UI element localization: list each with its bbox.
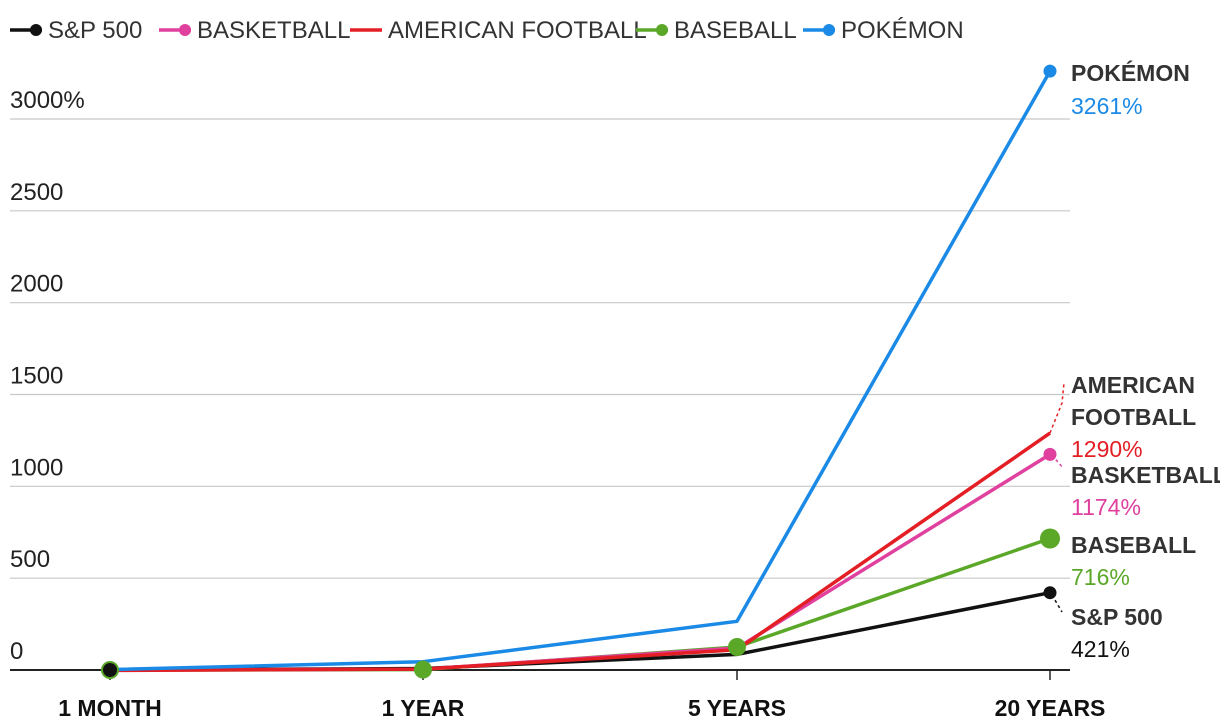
legend-label-pokemon: POKÉMON — [841, 17, 964, 44]
end-label-name-baseball: BASEBALL — [1071, 532, 1196, 558]
y-axis-ticks: 0 500 1000 1500 2000 2500 3000% — [10, 87, 85, 665]
series-line-pokemon — [109, 70, 1052, 672]
legend-label-sp500: S&P 500 — [48, 17, 142, 44]
legend-label-baseball: BASEBALL — [674, 17, 797, 44]
x-tick-label: 1 YEAR — [382, 695, 465, 721]
legend-label-basketball: BASKETBALL — [197, 17, 350, 44]
end-label-name-football: AMERICAN — [1071, 372, 1195, 398]
end-label-value-football: 1290% — [1071, 436, 1143, 462]
series-markers — [101, 64, 1060, 679]
end-label-value-basketball: 1174% — [1071, 494, 1141, 520]
y-tick-label: 3000% — [10, 87, 85, 114]
legend-label-football: AMERICAN FOOTBALL — [388, 17, 647, 44]
y-tick-label: 0 — [10, 638, 23, 665]
x-tick-label: 5 YEARS — [688, 695, 786, 721]
data-point-basketball — [1043, 447, 1057, 461]
y-tick-label: 500 — [10, 546, 50, 573]
series-lines — [109, 70, 1052, 673]
data-point-baseball — [414, 660, 432, 679]
leader-line-football — [1049, 382, 1065, 434]
legend-marker-pokemon — [823, 24, 835, 36]
x-tick-label: 1 MONTH — [58, 695, 162, 721]
y-tick-label: 2500 — [10, 179, 63, 206]
legend-marker-sp500 — [30, 24, 42, 36]
leader-line-sp500 — [1051, 594, 1063, 613]
legend-marker-basketball — [179, 24, 191, 36]
y-tick-label: 1000 — [10, 454, 63, 481]
data-point-sp500 — [1043, 586, 1057, 600]
data-point-sp500 — [103, 663, 117, 677]
leader-line-basketball — [1051, 454, 1064, 469]
end-labels: POKÉMON 3261% AMERICAN FOOTBALL 1290%BASKETB… — [1049, 59, 1220, 662]
y-tick-label: 2000 — [10, 271, 63, 298]
end-label-value-sp500: 421% — [1071, 636, 1130, 662]
series-line-baseball — [109, 536, 1051, 672]
legend-marker-baseball — [656, 24, 668, 36]
x-tick-label: 20 YEARS — [995, 695, 1106, 721]
data-point-baseball — [1040, 528, 1060, 549]
end-label-name-basketball: BASKETBALL — [1071, 462, 1220, 488]
legend: S&P 500 BASKETBALL AMERICAN FOOTBALL BASEBA… — [10, 17, 964, 44]
end-label-name-football: FOOTBALL — [1071, 404, 1196, 430]
data-point-pokemon — [1043, 64, 1057, 78]
series-line-football — [109, 431, 1051, 673]
data-point-baseball — [728, 638, 746, 656]
gridlines — [10, 118, 1070, 579]
end-label-value-baseball: 716% — [1071, 564, 1130, 590]
end-label-name-pokemon: POKÉMON — [1071, 59, 1190, 86]
y-tick-label: 1500 — [10, 363, 63, 390]
end-label-name-sp500: S&P 500 — [1071, 604, 1163, 630]
end-label-value-pokemon: 3261% — [1071, 93, 1143, 119]
x-axis: 1 MONTH 1 YEAR 5 YEARS 20 YEARS — [10, 669, 1106, 721]
